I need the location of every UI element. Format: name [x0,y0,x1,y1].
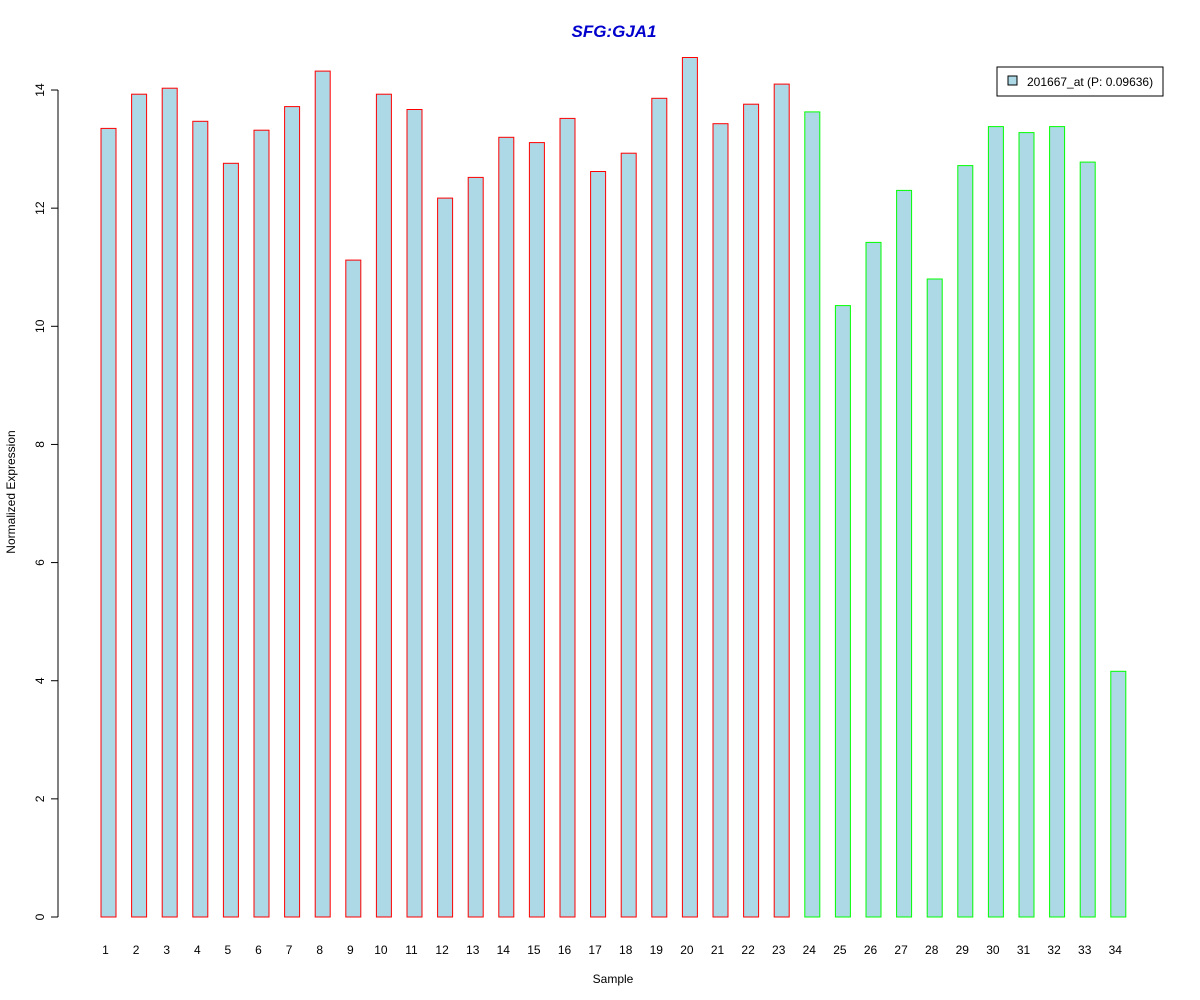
x-tick-label: 3 [163,943,170,957]
bar-sample-31 [1018,132,1035,918]
bar-sample-6 [253,129,270,918]
y-tick-label: 0 [33,913,47,920]
x-tick-label: 9 [347,943,354,957]
x-tick-label: 5 [225,943,232,957]
bar-sample-32 [1049,126,1066,918]
y-axis: 0 2 4 6 8 10 12 14 [33,83,59,920]
y-tick-label: 6 [33,559,47,566]
bar-sample-18 [620,152,637,918]
bar-sample-28 [926,278,943,918]
x-tick-label: 18 [619,943,633,957]
x-tick-label: 11 [405,943,418,957]
bar-sample-9 [345,259,362,918]
chart-title: SFG:GJA1 [571,22,656,41]
x-tick-label: 14 [497,943,511,957]
x-tick-label: 33 [1078,943,1092,957]
bar-sample-14 [498,136,515,918]
bar-sample-5 [222,162,239,918]
bar-sample-27 [896,189,913,918]
x-axis-tick-labels: 1 2 3 4 5 6 7 8 9 10 11 12 13 14 15 16 17 18 19 20 21 22 23 24 2… [102,943,1122,957]
bars-group [100,57,1127,918]
bar-sample-30 [987,126,1004,918]
bar-sample-24 [804,111,821,918]
x-tick-label: 24 [803,943,817,957]
bar-sample-29 [957,165,974,918]
x-tick-label: 21 [711,943,725,957]
bar-sample-15 [528,142,545,918]
bar-sample-22 [743,103,760,918]
x-tick-label: 1 [102,943,109,957]
x-tick-label: 17 [588,943,602,957]
x-tick-label: 13 [466,943,480,957]
bar-sample-11 [406,109,423,918]
bar-sample-23 [773,83,790,918]
x-tick-label: 6 [255,943,262,957]
bar-sample-12 [437,197,454,918]
y-tick-label: 2 [33,795,47,802]
x-tick-label: 16 [558,943,572,957]
bar-sample-7 [284,106,301,918]
x-tick-label: 22 [741,943,755,957]
bar-sample-33 [1079,161,1096,918]
x-tick-label: 15 [527,943,541,957]
bar-sample-3 [161,87,178,918]
x-tick-label: 27 [894,943,908,957]
y-tick-label: 12 [33,201,47,215]
x-tick-label: 30 [986,943,1000,957]
legend-entry-label: 201667_at (P: 0.09636) [1027,75,1153,89]
bar-sample-1 [100,127,117,918]
x-tick-label: 20 [680,943,694,957]
x-tick-label: 8 [316,943,323,957]
x-tick-label: 10 [374,943,388,957]
legend-swatch [1007,75,1018,86]
bar-sample-21 [712,123,729,918]
x-axis-label: Sample [593,972,634,986]
y-axis-label: Normalized Expression [4,430,18,553]
x-tick-label: 34 [1109,943,1123,957]
bar-sample-8 [314,70,331,918]
bar-sample-34 [1110,670,1127,918]
bar-sample-19 [651,97,668,918]
y-tick-label: 10 [33,319,47,333]
bar-sample-2 [131,93,148,918]
x-tick-label: 19 [650,943,664,957]
x-tick-label: 12 [435,943,449,957]
x-tick-label: 26 [864,943,878,957]
x-tick-label: 25 [833,943,847,957]
x-tick-label: 23 [772,943,786,957]
bar-sample-16 [559,117,576,918]
x-tick-label: 32 [1047,943,1061,957]
x-tick-label: 4 [194,943,201,957]
y-tick-label: 14 [33,83,47,97]
x-tick-label: 2 [133,943,140,957]
legend: 201667_at (P: 0.09636) [996,66,1164,97]
legend-box [996,66,1164,97]
bar-sample-25 [834,305,851,918]
y-tick-label: 8 [33,441,47,448]
y-tick-label: 4 [33,677,47,684]
x-tick-label: 28 [925,943,939,957]
bar-sample-13 [467,176,484,918]
x-tick-label: 7 [286,943,293,957]
x-tick-label: 31 [1017,943,1031,957]
bar-sample-20 [681,57,698,918]
x-tick-label: 29 [956,943,970,957]
bar-sample-26 [865,241,882,918]
bar-sample-10 [375,93,392,918]
bar-sample-17 [590,171,607,918]
bar-sample-4 [192,120,209,918]
